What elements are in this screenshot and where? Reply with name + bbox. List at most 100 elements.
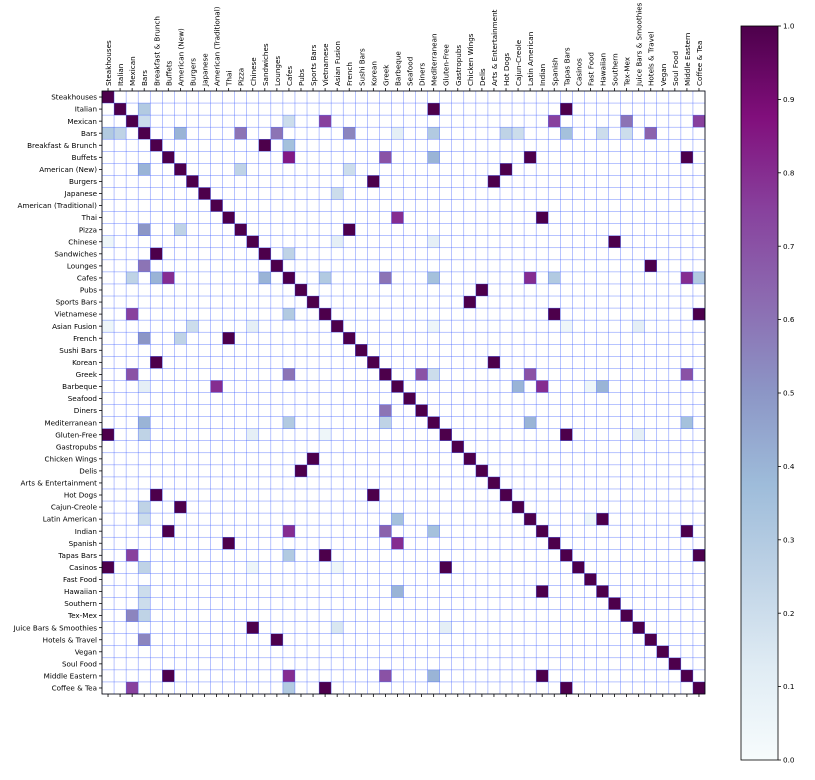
heatmap-cell — [367, 356, 380, 369]
heatmap-cell — [126, 681, 139, 694]
x-tick-label: French — [345, 62, 354, 86]
heatmap-cell — [270, 259, 283, 272]
heatmap-cell — [632, 621, 645, 634]
heatmap-cell — [138, 127, 151, 140]
heatmap-cell — [138, 561, 151, 574]
heatmap-cell — [307, 296, 320, 309]
x-tick-label: Korean — [369, 61, 378, 86]
x-tick-label: Thai — [225, 71, 234, 87]
heatmap-cell — [692, 115, 705, 128]
heatmap-cell — [427, 368, 440, 381]
heatmap-cell — [246, 621, 259, 634]
heatmap-cell — [427, 669, 440, 682]
heatmap-cell — [294, 464, 308, 477]
x-tick-label: Steakhouses — [104, 40, 113, 86]
x-tick-label: Casinos — [574, 58, 583, 86]
heatmap-cell — [174, 163, 187, 176]
heatmap-cell — [138, 259, 151, 272]
heatmap-cell — [499, 127, 513, 140]
heatmap-cell — [596, 380, 609, 393]
x-tick-label: Sports Bars — [309, 44, 318, 86]
y-tick-label: Cajun-Creole — [51, 503, 98, 512]
heatmap-cell — [282, 115, 295, 128]
heatmap-cell — [379, 271, 392, 284]
y-tick-label: Sandwiches — [54, 249, 97, 258]
y-tick-label: Italian — [75, 105, 97, 114]
heatmap-cells — [102, 91, 705, 694]
x-tick-label: Barbeque — [393, 51, 402, 86]
heatmap-cell — [150, 271, 163, 284]
heatmap-cell — [427, 103, 440, 116]
heatmap-cell — [439, 428, 452, 441]
heatmap-cell — [391, 585, 404, 598]
colorbar-tick-label: 0.7 — [783, 242, 794, 251]
heatmap-cell — [608, 235, 621, 248]
heatmap-cell — [126, 368, 139, 381]
heatmap-cell — [234, 223, 247, 236]
heatmap-cell — [150, 356, 163, 369]
heatmap-cell — [391, 211, 404, 224]
heatmap-cell — [548, 115, 561, 128]
y-tick-label: French — [73, 334, 97, 343]
x-tick-label: Diners — [418, 63, 427, 86]
heatmap-cell — [512, 127, 525, 140]
colorbar-tick-label: 0.6 — [783, 315, 795, 324]
heatmap-cell — [174, 332, 187, 345]
heatmap-cell — [174, 501, 187, 514]
heatmap-cell — [126, 308, 139, 321]
plot-frame — [101, 90, 706, 695]
heatmap-cell — [162, 525, 175, 538]
heatmap-cell — [379, 368, 392, 381]
heatmap-cell — [692, 549, 705, 562]
heatmap-cell — [138, 585, 151, 598]
heatmap-cell — [343, 163, 356, 176]
heatmap-cell — [186, 175, 199, 188]
heatmap-cell — [560, 549, 573, 562]
heatmap-cell — [367, 175, 380, 188]
colorbar-tick-label: 0.2 — [783, 609, 794, 618]
x-tick-label: Gluten-Free — [442, 44, 451, 86]
y-tick-label: American (New) — [39, 165, 97, 174]
heatmap-cell — [451, 440, 464, 453]
x-tick-label: Indian — [538, 64, 547, 86]
x-tick-label: Mexican — [128, 56, 137, 86]
heatmap-cell — [680, 271, 693, 284]
heatmap-cell — [680, 416, 693, 429]
heatmap-cell — [282, 368, 295, 381]
heatmap-cell — [427, 151, 440, 164]
heatmap-cell — [692, 681, 705, 694]
x-tick-label: Seafood — [406, 57, 415, 86]
heatmap-cell — [367, 488, 380, 502]
colorbar-tick-label: 0.0 — [783, 756, 795, 765]
y-tick-label: Hotels & Travel — [43, 635, 97, 644]
x-tick-label: Cafes — [285, 66, 294, 86]
x-tick-label: Cajun-Creole — [514, 39, 523, 86]
y-tick-label: Indian — [75, 527, 97, 536]
heatmap-cell — [560, 428, 573, 441]
x-tick-label: Bars — [140, 70, 149, 86]
heatmap-cell — [487, 356, 500, 369]
x-tick-label: Asian Fusion — [333, 41, 342, 86]
heatmap-cell — [222, 332, 235, 345]
heatmap-cell — [282, 525, 295, 538]
heatmap-cell — [198, 187, 211, 200]
heatmap-cell — [439, 621, 452, 634]
heatmap-cell — [282, 681, 295, 694]
heatmap-cell — [548, 308, 561, 321]
heatmap-cell — [656, 645, 669, 658]
heatmap-cell — [427, 235, 440, 248]
heatmap-cell — [138, 416, 151, 429]
y-tick-label: Southern — [64, 599, 97, 608]
heatmap-cell — [102, 235, 115, 248]
heatmap-cell — [114, 103, 127, 116]
x-tick-label: Southern — [611, 53, 620, 86]
heatmap-cell — [331, 235, 344, 248]
colorbar-tick-label: 0.4 — [783, 462, 795, 471]
heatmap-cell — [162, 669, 175, 682]
heatmap-cell — [427, 525, 440, 538]
y-tick-label: Japanese — [63, 189, 97, 198]
heatmap-cell — [210, 380, 223, 393]
x-tick-label: Japanese — [201, 53, 210, 87]
heatmap-cell — [102, 127, 115, 140]
x-tick-label: Lounges — [273, 56, 282, 86]
